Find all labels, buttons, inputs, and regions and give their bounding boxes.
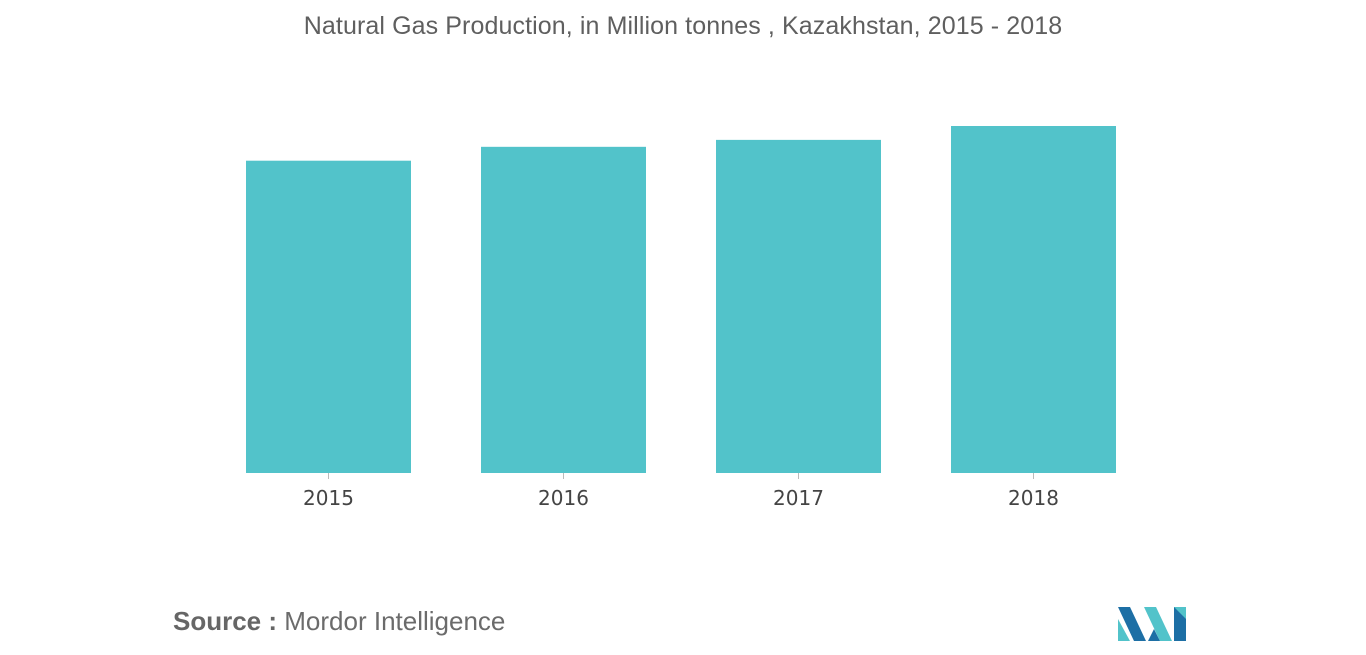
source-note: Source : Mordor Intelligence	[173, 606, 505, 637]
bar-2017	[716, 139, 881, 473]
x-tick-label-2017: 2017	[773, 486, 824, 510]
chart-title: Natural Gas Production, in Million tonne…	[303, 12, 1063, 40]
source-label: Source :	[173, 606, 278, 636]
source-text: Mordor Intelligence	[284, 606, 506, 636]
bar-2015	[246, 160, 411, 473]
x-tick-labels-group: 2015 2016 2017 2018	[303, 486, 1059, 510]
bar-2016	[481, 146, 646, 473]
bar-chart: 2015 2016 2017 2018	[246, 126, 1116, 510]
x-tick-label-2018: 2018	[1008, 486, 1059, 510]
x-tick-label-2016: 2016	[538, 486, 589, 510]
mordor-intelligence-logo-icon	[1118, 607, 1186, 641]
x-ticks-group	[328, 473, 1034, 479]
bar-2018	[951, 126, 1116, 473]
bars-group	[246, 126, 1116, 473]
x-tick-label-2015: 2015	[303, 486, 354, 510]
